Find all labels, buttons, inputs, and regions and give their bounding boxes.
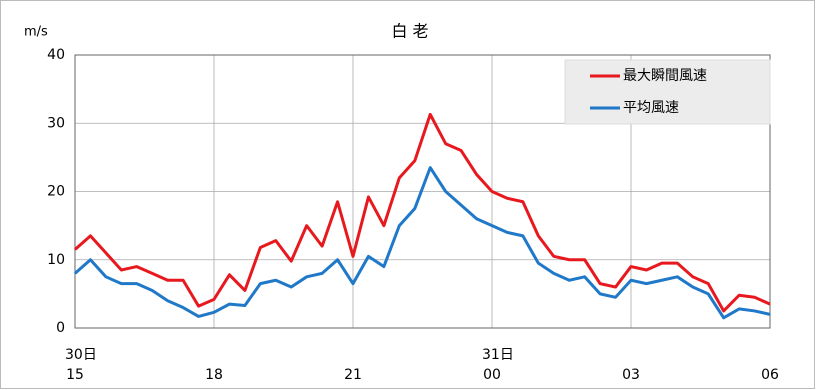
day-label: 31日 — [482, 347, 514, 363]
legend-label: 最大瞬間風速 — [623, 68, 707, 84]
y-tick-label: 10 — [47, 252, 65, 268]
x-tick-label: 00 — [483, 367, 501, 383]
x-tick-label: 06 — [761, 367, 779, 383]
y-tick-label: 40 — [47, 47, 65, 63]
y-tick-label: 0 — [56, 320, 65, 336]
series-line — [74, 166, 771, 320]
legend-box — [564, 59, 771, 125]
series-line — [74, 112, 771, 313]
x-tick-label: 21 — [344, 367, 362, 383]
x-tick-label: 03 — [622, 367, 640, 383]
x-tick-label: 15 — [66, 367, 84, 383]
y-tick-label: 30 — [47, 115, 65, 131]
chart-title: 白 老 — [391, 22, 428, 41]
y-axis-label: m/s — [24, 25, 48, 40]
day-label: 30日 — [65, 347, 97, 363]
y-tick-label: 20 — [47, 184, 65, 200]
x-tick-label: 18 — [205, 367, 223, 383]
legend-label: 平均風速 — [623, 100, 679, 116]
plot-border — [74, 54, 771, 329]
